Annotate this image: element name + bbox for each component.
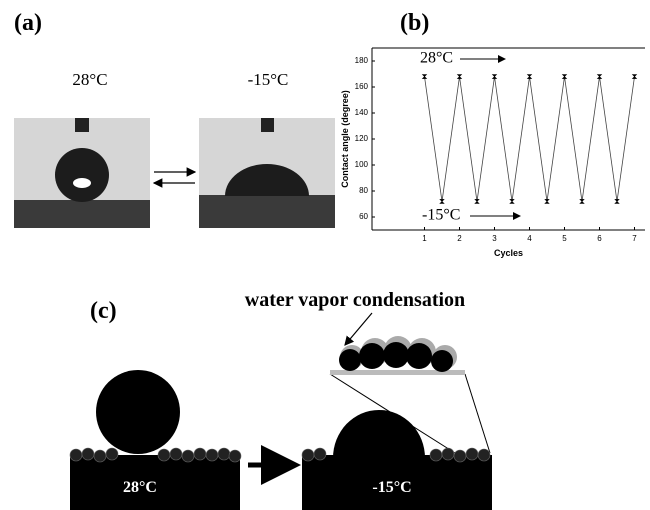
x-axis-label: Cycles — [494, 248, 523, 258]
panel-label: (c) — [90, 298, 117, 324]
data-point — [631, 74, 638, 79]
data-point — [474, 199, 480, 204]
data-point — [561, 74, 568, 79]
panel-label: (b) — [400, 10, 429, 36]
x-tick-label: 2 — [457, 234, 462, 243]
y-tick-label: 60 — [359, 212, 368, 221]
y-axis-label: Contact angle (degree) — [340, 90, 350, 188]
y-tick-label: 160 — [355, 82, 369, 91]
data-point — [456, 74, 463, 79]
schematic — [69, 336, 492, 510]
x-tick-label: 6 — [597, 234, 602, 243]
y-tick-label: 100 — [355, 160, 369, 169]
data-point — [544, 199, 550, 204]
x-tick-label: 3 — [492, 234, 497, 243]
caption: 28°C — [72, 70, 107, 89]
data-point — [421, 74, 428, 79]
y-tick-label: 140 — [355, 108, 369, 117]
arrow — [344, 312, 373, 346]
panel-label: (a) — [14, 10, 42, 36]
data-point — [491, 74, 498, 79]
annotation: -15°C — [422, 207, 460, 224]
chart: 60 80 100 120 140 160 180 1 2 3 4 5 6 7 Cycles Contact … — [340, 47, 645, 258]
photo-left — [14, 118, 150, 228]
caption: -15°C — [372, 479, 411, 496]
data-point — [526, 74, 533, 79]
x-tick-label: 7 — [632, 234, 637, 243]
data-point — [614, 199, 620, 204]
y-tick-label: 80 — [359, 186, 368, 195]
x-tick-label: 4 — [527, 234, 532, 243]
y-tick-label: 180 — [355, 56, 369, 65]
y-tick-label: 120 — [355, 134, 369, 143]
callout: water vapor condensation — [245, 289, 465, 311]
data-point — [439, 199, 445, 204]
caption: -15°C — [248, 70, 289, 89]
caption: 28°C — [123, 479, 157, 496]
x-tick-label: 1 — [422, 234, 427, 243]
annotation: 28°C — [420, 50, 453, 67]
photo-right — [199, 118, 335, 228]
x-tick-label: 5 — [562, 234, 567, 243]
data-point — [509, 199, 515, 204]
data-line — [424, 76, 635, 202]
data-point — [579, 199, 585, 204]
data-point — [596, 74, 603, 79]
